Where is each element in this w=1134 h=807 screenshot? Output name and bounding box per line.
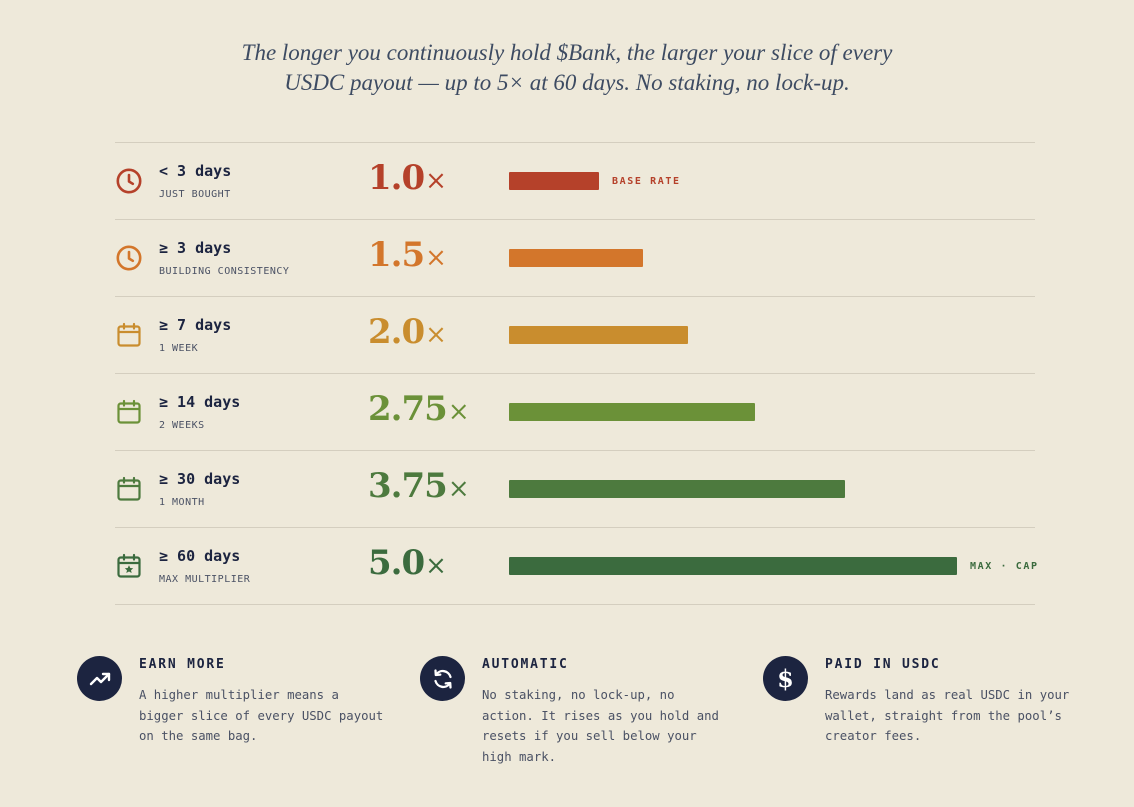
tier-row: ≥ 60 days MAX MULTIPLIER 5.0× MAX · CAP <box>115 528 1037 605</box>
multiplier-number: 1.5 <box>368 235 425 275</box>
feature-title: EARN MORE <box>139 657 226 672</box>
calendar-icon <box>115 475 143 503</box>
multiplier-sign: × <box>425 551 447 581</box>
tier-bar-track <box>509 326 957 344</box>
tier-tag: BASE RATE <box>612 176 681 187</box>
tier-sub-label: 1 WEEK <box>159 343 199 354</box>
tier-bar <box>509 403 755 421</box>
multiplier-number: 2.75 <box>368 389 448 429</box>
intro-text: The longer you continuously hold $Bank, … <box>0 38 1134 98</box>
tier-row: ≥ 14 days 2 WEEKS 2.75× <box>115 374 1035 451</box>
tier-tag: MAX · CAP <box>970 561 1039 572</box>
tier-sub-label: BUILDING CONSISTENCY <box>159 266 290 277</box>
tier-days-label: ≥ 30 days <box>159 470 241 488</box>
tier-bar-track <box>509 403 957 421</box>
tier-days-label: ≥ 60 days <box>159 547 241 565</box>
tier-bar-track <box>509 557 957 575</box>
calendar-icon <box>115 398 143 426</box>
feature-line: A higher multiplier means a <box>139 688 339 702</box>
tier-row: < 3 days JUST BOUGHT 1.0× BASE RATE <box>115 143 1035 220</box>
calendar-icon <box>115 321 143 349</box>
feature-title: PAID IN USDC <box>825 657 941 672</box>
multiplier-sign: × <box>425 243 447 273</box>
multiplier-table: < 3 days JUST BOUGHT 1.0× BASE RATE ≥ 3 days… <box>115 142 1037 605</box>
tier-sub-label: MAX MULTIPLIER <box>159 574 251 585</box>
feature-line: resets if you sell below your <box>482 729 697 744</box>
tier-bar-track <box>509 480 957 498</box>
trend-up-icon <box>77 656 122 701</box>
feature-title: AUTOMATIC <box>482 657 569 672</box>
feature-description: Rewards land as real USDC in your wallet… <box>825 685 1085 747</box>
tier-multiplier-value: 3.75× <box>368 466 470 509</box>
tier-days-label: < 3 days <box>159 162 232 180</box>
tier-multiplier-value: 1.0× <box>368 158 447 201</box>
tier-multiplier-value: 5.0× <box>368 543 447 586</box>
tier-multiplier-value: 1.5× <box>368 235 447 278</box>
tier-bar-track <box>509 249 957 267</box>
multiplier-sign: × <box>447 474 470 504</box>
tier-days-label: ≥ 7 days <box>159 316 232 334</box>
calendar-star-icon <box>115 552 143 580</box>
multiplier-sign: × <box>425 166 447 196</box>
multiplier-number: 1.0 <box>368 158 425 198</box>
intro-line-1: The longer you continuously hold $Bank, … <box>241 40 893 65</box>
multiplier-sign: × <box>447 397 470 427</box>
dollar-glyph: $ <box>777 663 794 693</box>
tier-multiplier-value: 2.0× <box>368 312 447 355</box>
multiplier-number: 3.75 <box>368 466 448 506</box>
tier-bar <box>509 326 688 344</box>
feature-line: bigger slice of every USDC payout <box>139 708 384 723</box>
tier-bar <box>509 249 643 267</box>
tier-bar <box>509 480 845 498</box>
intro-line-2: USDC payout — up to 5× at 60 days. No st… <box>284 70 850 95</box>
tier-bar <box>509 172 599 190</box>
tier-bar <box>509 557 957 575</box>
feature-line: No staking, no lock-up, no <box>482 688 675 702</box>
tier-row: ≥ 30 days 1 MONTH 3.75× <box>115 451 1035 528</box>
feature-line: wallet, straight from the pool’s <box>825 708 1062 723</box>
multiplier-number: 5.0 <box>368 543 425 583</box>
feature-line: creator fees. <box>825 729 922 744</box>
feature-line: Rewards land as real USDC in your <box>825 688 1070 702</box>
tier-days-label: ≥ 3 days <box>159 239 232 257</box>
tier-bar-track <box>509 172 957 190</box>
feature-description: No staking, no lock-up, no action. It ri… <box>482 685 742 768</box>
refresh-icon <box>420 656 465 701</box>
tier-days-label: ≥ 14 days <box>159 393 241 411</box>
tier-row: ≥ 7 days 1 WEEK 2.0× <box>115 297 1035 374</box>
feature-line: high mark. <box>482 750 557 765</box>
feature-line: action. It rises as you hold and <box>482 708 719 723</box>
feature-description: A higher multiplier means a bigger slice… <box>139 685 399 747</box>
tier-sub-label: 1 MONTH <box>159 497 205 508</box>
tier-multiplier-value: 2.75× <box>368 389 470 432</box>
tier-row: ≥ 3 days BUILDING CONSISTENCY 1.5× <box>115 220 1035 297</box>
tier-sub-label: 2 WEEKS <box>159 420 205 431</box>
clock-icon <box>115 167 143 195</box>
dollar-icon: $ <box>763 656 808 701</box>
feature-line: on the same bag. <box>139 729 258 744</box>
multiplier-sign: × <box>425 320 447 350</box>
clock-icon <box>115 244 143 272</box>
multiplier-number: 2.0 <box>368 312 425 352</box>
tier-sub-label: JUST BOUGHT <box>159 189 231 200</box>
